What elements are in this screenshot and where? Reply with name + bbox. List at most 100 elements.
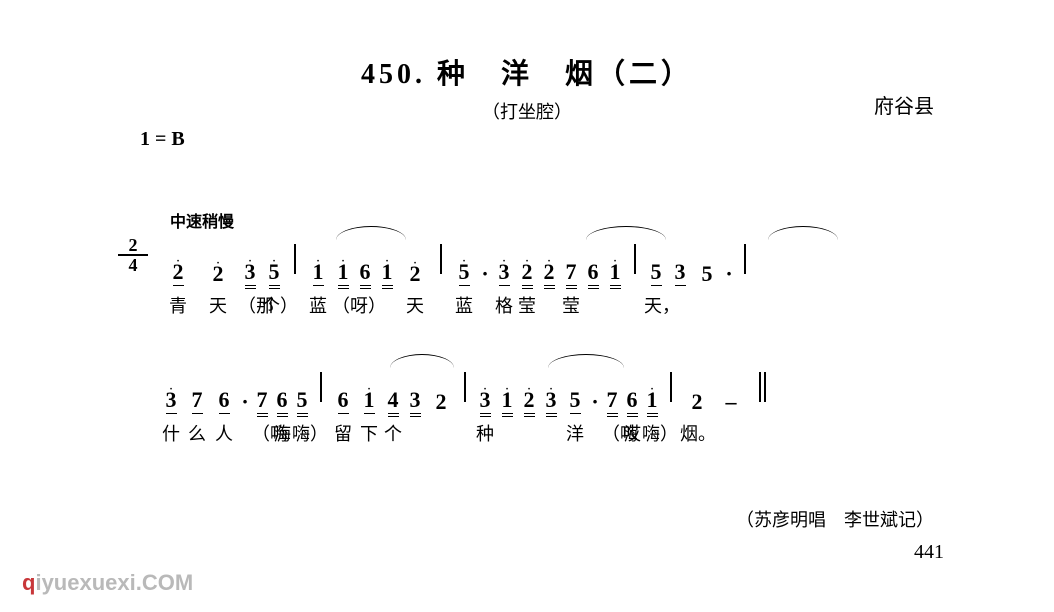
lyric: 种	[474, 420, 496, 446]
note: 1·	[647, 388, 658, 414]
lyric: 洋	[562, 420, 588, 446]
note: 7	[257, 388, 268, 414]
octave-dot: ·	[169, 378, 172, 402]
slur	[336, 226, 406, 240]
octave-dot: ·	[385, 250, 388, 274]
double-barline	[756, 372, 766, 402]
note: 2·	[173, 260, 184, 286]
lyric: 青	[158, 292, 198, 318]
note-cell: 6	[330, 388, 356, 414]
lyric: 么	[184, 420, 210, 446]
note: 1·	[382, 260, 393, 286]
watermark: qiyuexuexi.COM	[22, 570, 193, 596]
octave-dot: ·	[316, 250, 319, 274]
note-cell: 2·	[198, 262, 238, 286]
octave-dot: ·	[502, 250, 505, 274]
note: 2·	[410, 262, 421, 286]
octave-dot: ·	[216, 252, 219, 276]
note-cell: 7	[252, 388, 272, 414]
staff-line-2: 3·76·76561·4323·1·2·3·5·761·2– 什么人（嗨嗨嗨）留…	[118, 360, 984, 450]
note-cell: 3·	[238, 260, 262, 286]
note: 6	[219, 388, 230, 414]
note-cell: 5	[292, 388, 312, 414]
note: 5	[570, 388, 581, 414]
lyric: 莹	[560, 292, 582, 318]
note-cell: ·	[478, 262, 492, 286]
barline	[294, 244, 296, 274]
octave-dot: ·	[613, 250, 616, 274]
note: 4	[388, 388, 399, 414]
note: 3·	[499, 260, 510, 286]
lyric: （嗨	[602, 420, 622, 446]
note-cell: 4	[382, 388, 404, 414]
barline	[464, 372, 466, 402]
key-signature: 1 = B	[140, 128, 185, 151]
note: 6	[588, 260, 599, 286]
lyric: 莹	[516, 292, 538, 318]
note: 7	[566, 260, 577, 286]
note-cell: 5	[692, 262, 722, 286]
note: 6	[277, 388, 288, 414]
watermark-q: q	[22, 570, 35, 595]
note: 6	[627, 388, 638, 414]
note: ·	[725, 262, 732, 286]
lyric: 嗨）	[292, 420, 312, 446]
note-cell: 2·	[518, 388, 540, 414]
lyric: 天，	[644, 292, 668, 318]
octave-dot: ·	[525, 250, 528, 274]
note-cell: 2·	[516, 260, 538, 286]
note: 7	[607, 388, 618, 414]
note-cell: 1·	[376, 260, 398, 286]
note: 2·	[524, 388, 535, 414]
note-cell: 1·	[332, 260, 354, 286]
note: 1·	[364, 388, 375, 414]
lyric: 天	[398, 292, 432, 318]
note-cell: 5	[644, 260, 668, 286]
octave-dot: ·	[547, 250, 550, 274]
lyric: 蓝	[450, 292, 478, 318]
tempo-marking: 中速稍慢	[170, 208, 234, 232]
note: 3·	[245, 260, 256, 286]
octave-dot: ·	[176, 250, 179, 274]
note-cell: 1·	[356, 388, 382, 414]
lyric: 留	[330, 420, 356, 446]
note: 6	[338, 388, 349, 414]
note-cell: 7	[560, 260, 582, 286]
note: 3·	[546, 388, 557, 414]
note-cell: 2	[680, 390, 714, 414]
note: 6	[360, 260, 371, 286]
note-cell: ·	[238, 390, 252, 414]
lyric: 烟。	[680, 420, 714, 446]
octave-dot: ·	[505, 378, 508, 402]
lyric: 天	[198, 292, 238, 318]
note-cell: 2	[426, 390, 456, 414]
lyric: 个	[382, 420, 404, 446]
song-origin: 府谷县	[874, 90, 934, 119]
note-cell: 6	[582, 260, 604, 286]
lyric: 个）	[262, 292, 286, 318]
octave-dot: ·	[272, 250, 275, 274]
lyric: （嗨	[252, 420, 272, 446]
barline	[440, 244, 442, 274]
song-title: 450. 种 洋 烟（二）	[0, 52, 1054, 92]
lyric: 嗨	[272, 420, 292, 446]
credit-line: （苏彦明唱 李世斌记）	[736, 506, 934, 532]
slur	[390, 354, 454, 368]
sheet-music-page: 450. 种 洋 烟（二） （打坐腔） 府谷县 1 = B 中速稍慢 2 4 2…	[0, 0, 1054, 612]
note: 3·	[166, 388, 177, 414]
note-cell: 7	[602, 388, 622, 414]
barline	[670, 372, 672, 402]
lyric: 人	[210, 420, 238, 446]
note-cell: 3·	[492, 260, 516, 286]
note: 3·	[480, 388, 491, 414]
note: 1·	[338, 260, 349, 286]
note-cell: 1·	[496, 388, 518, 414]
page-number: 441	[914, 541, 944, 564]
octave-dot: ·	[367, 378, 370, 402]
lyric: （呀）	[332, 292, 354, 318]
note: 5	[702, 262, 713, 286]
octave-dot: ·	[483, 378, 486, 402]
note-cell: 2·	[398, 262, 432, 286]
note-cell: 6	[354, 260, 376, 286]
note-cell: 2·	[158, 260, 198, 286]
